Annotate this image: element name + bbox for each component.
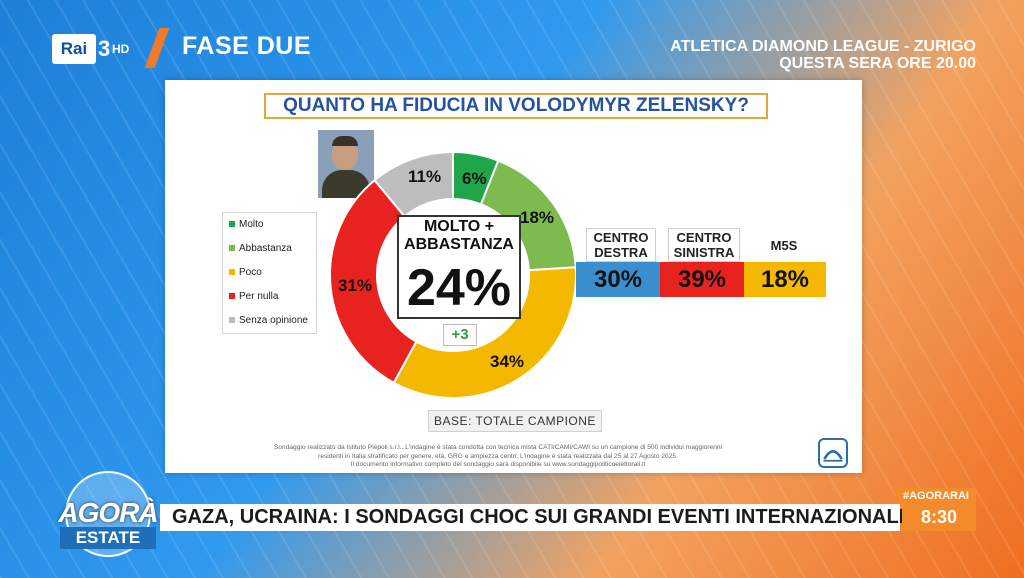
center-title-line-1: MOLTO + bbox=[423, 218, 495, 235]
slice-label-senza-opinione: 11% bbox=[408, 167, 442, 186]
legend-swatch bbox=[229, 293, 235, 300]
party-name-line-2: SINISTRA bbox=[673, 245, 735, 260]
party-header-m5s: M5S bbox=[752, 228, 816, 262]
center-value: 24% bbox=[406, 259, 512, 317]
chart-legend: Molto Abbastanza Poco Per nulla Senza op… bbox=[222, 212, 317, 334]
channel-number: 3 bbox=[98, 36, 111, 61]
legend-item-senza-opinione: Senza opinione bbox=[229, 315, 308, 326]
party-name: M5S bbox=[770, 237, 798, 253]
show-edition: ESTATE bbox=[60, 527, 156, 549]
slice-label-poco: 34% bbox=[490, 352, 525, 371]
party-name-line-1: CENTRO bbox=[593, 230, 649, 245]
legend-item-poco: Poco bbox=[229, 267, 262, 278]
legend-label: Abbastanza bbox=[239, 243, 292, 254]
promo-line-2: QUESTA SERA ORE 20.00 bbox=[779, 55, 976, 72]
poll-question: QUANTO HA FIDUCIA IN VOLODYMYR ZELENSKY? bbox=[264, 93, 768, 119]
program-title: FASE DUE bbox=[182, 32, 312, 60]
party-header-centro-destra: CENTRO DESTRA bbox=[586, 228, 656, 262]
pollster-logo-icon bbox=[818, 438, 848, 468]
legend-label: Poco bbox=[239, 267, 262, 278]
party-value-centro-destra: 30% bbox=[576, 262, 660, 297]
center-delta: +3 bbox=[443, 324, 477, 346]
center-title: MOLTO + ABBASTANZA bbox=[399, 218, 519, 254]
methodology-footnote: Sondaggio realizzato da Istituto Piepoli… bbox=[238, 444, 758, 470]
footnote-line-3: Il documento informativo completo del so… bbox=[350, 461, 646, 468]
legend-swatch bbox=[229, 221, 235, 228]
legend-swatch bbox=[229, 245, 235, 252]
channel-logo: Rai bbox=[52, 34, 96, 64]
center-box bbox=[397, 215, 521, 319]
legend-label: Molto bbox=[239, 219, 264, 230]
slice-senza-opinione bbox=[373, 150, 454, 218]
slice-label-abbastanza: 18% bbox=[520, 208, 555, 227]
legend-label: Senza opinione bbox=[239, 315, 308, 326]
party-name-line-1: CENTRO bbox=[676, 230, 732, 245]
party-name-line-2: DESTRA bbox=[594, 245, 648, 260]
legend-swatch bbox=[229, 269, 235, 276]
party-header-centro-sinistra: CENTRO SINISTRA bbox=[668, 228, 740, 262]
promo-line-1: ATLETICA DIAMOND LEAGUE - ZURIGO bbox=[670, 38, 976, 55]
show-name: AGORÀ bbox=[58, 497, 158, 528]
party-value-m5s: 18% bbox=[744, 262, 826, 297]
clock: 8:30 bbox=[902, 504, 976, 531]
donut-chart bbox=[329, 150, 577, 399]
legend-item-per-nulla: Per nulla bbox=[229, 291, 278, 302]
slice-label-molto: 6% bbox=[462, 169, 487, 188]
hashtag-tag: #AGORARAI bbox=[896, 488, 976, 504]
slice-per-nulla bbox=[329, 178, 418, 385]
party-value-centro-sinistra: 39% bbox=[660, 262, 744, 297]
news-ticker bbox=[160, 504, 900, 531]
slice-poco bbox=[392, 266, 577, 399]
footnote-line-1: Sondaggio realizzato da Istituto Piepoli… bbox=[273, 444, 723, 451]
legend-swatch bbox=[229, 317, 235, 324]
legend-item-abbastanza: Abbastanza bbox=[229, 243, 292, 254]
ticker-headline: GAZA, UCRAINA: I SONDAGGI CHOC SUI GRAND… bbox=[172, 506, 905, 528]
legend-item-molto: Molto bbox=[229, 219, 263, 230]
person-photo bbox=[318, 130, 374, 198]
center-title-line-2: ABBASTANZA bbox=[404, 236, 514, 253]
footnote-line-2: residenti in Italia stratificato per gen… bbox=[318, 452, 678, 460]
slice-label-per-nulla: 31% bbox=[338, 276, 373, 295]
legend-label: Per nulla bbox=[239, 291, 279, 302]
channel-quality: HD bbox=[112, 42, 130, 56]
photo-hair bbox=[332, 136, 358, 146]
sample-base-label: BASE: TOTALE CAMPIONE bbox=[428, 410, 602, 432]
